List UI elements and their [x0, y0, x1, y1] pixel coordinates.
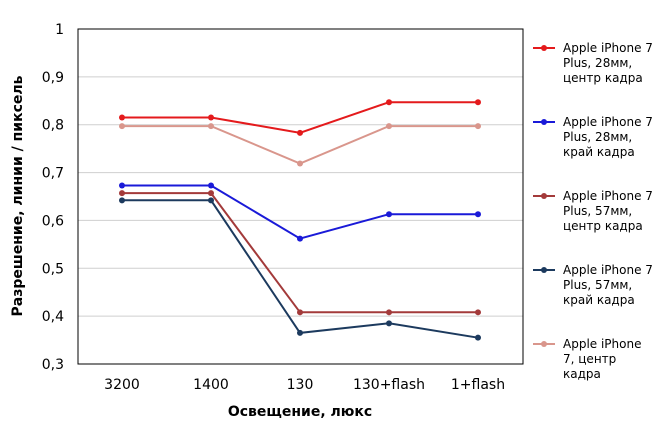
legend-label: кадра [563, 367, 601, 381]
series-5 [119, 123, 481, 167]
data-point [208, 190, 214, 197]
data-point [386, 123, 392, 130]
legend-label: центр кадра [563, 219, 643, 233]
y-tick-label: 0,4 [42, 309, 64, 325]
series-line [122, 101, 478, 134]
series-line [122, 192, 478, 314]
data-point [119, 190, 125, 197]
plot-area-border [77, 28, 524, 365]
x-tick-label: 3200 [104, 377, 140, 393]
data-point [475, 211, 481, 218]
data-point [208, 197, 214, 204]
legend-label: Plus, 57мм, [563, 278, 632, 292]
legend-label: 7, центр [563, 352, 616, 366]
legend-swatch-marker [541, 267, 547, 273]
x-axis-title: Освещение, люкс [228, 404, 372, 420]
data-point [297, 235, 303, 242]
y-tick-label: 0,5 [42, 261, 64, 277]
x-tick-label: 130+flash [353, 377, 425, 393]
data-point [119, 114, 125, 121]
series-3 [119, 190, 481, 316]
y-axis-title: Разрешение, линии / пиксель [10, 75, 26, 316]
data-point [297, 309, 303, 316]
legend-label: Apple iPhone 7 [563, 41, 653, 55]
x-tick-label: 130 [287, 377, 314, 393]
legend-swatch-marker [541, 45, 547, 51]
legend-swatch-marker [541, 119, 547, 125]
legend-label: Plus, 28мм, [563, 130, 632, 144]
gridlines [78, 76, 523, 317]
series-1 [119, 99, 481, 136]
x-tick-label: 1+flash [451, 377, 505, 393]
x-tick-label: 1400 [193, 377, 229, 393]
data-point [119, 123, 125, 130]
legend-label: край кадра [563, 145, 635, 159]
legend-label: Plus, 57мм, [563, 204, 632, 218]
data-point [475, 334, 481, 341]
series-4 [119, 197, 481, 341]
legend-swatch-marker [541, 193, 547, 199]
data-point [297, 160, 303, 167]
legend-label: Apple iPhone 7 [563, 189, 653, 203]
legend-swatch-marker [541, 341, 547, 347]
legend-label: центр кадра [563, 71, 643, 85]
data-point [475, 309, 481, 316]
data-point [208, 123, 214, 130]
data-point [475, 99, 481, 106]
data-point [119, 182, 125, 189]
y-tick-labels: 0,3 0,4 0,5 0,6 0,7 0,8 0,9 1 [42, 22, 64, 373]
data-point [297, 129, 303, 136]
data-point [386, 99, 392, 106]
data-point [208, 182, 214, 189]
series-lines [119, 99, 481, 341]
legend-label: край кадра [563, 293, 635, 307]
legend-label: Apple iPhone [563, 337, 641, 351]
data-point [119, 197, 125, 204]
data-point [297, 329, 303, 336]
data-point [386, 309, 392, 316]
data-point [386, 320, 392, 327]
legend-label: Plus, 28мм, [563, 56, 632, 70]
y-tick-label: 0,3 [42, 357, 64, 373]
data-point [208, 114, 214, 121]
legend-label: Apple iPhone 7 [563, 115, 653, 129]
y-tick-label: 0,6 [42, 213, 64, 229]
data-point [386, 211, 392, 218]
y-tick-label: 1 [55, 22, 64, 38]
y-tick-label: 0,7 [42, 166, 64, 182]
y-tick-label: 0,9 [42, 70, 64, 86]
x-tick-labels: 3200 1400 130 130+flash 1+flash [104, 377, 505, 393]
data-point [475, 123, 481, 130]
series-2 [119, 182, 481, 242]
y-tick-label: 0,8 [42, 118, 64, 134]
legend-label: Apple iPhone 7 [563, 263, 653, 277]
